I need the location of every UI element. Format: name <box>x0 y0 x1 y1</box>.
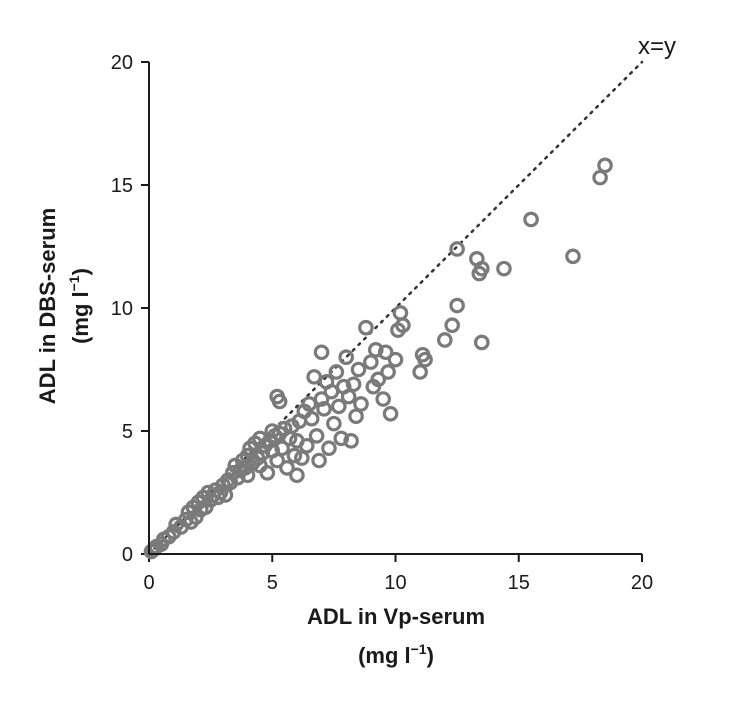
y-tick-label: 10 <box>111 298 133 320</box>
data-point <box>412 364 428 380</box>
data-point <box>279 460 295 476</box>
data-point <box>313 344 330 361</box>
data-point <box>449 297 465 314</box>
data-point <box>565 248 581 265</box>
data-point <box>375 391 391 407</box>
x-tick-label: 10 <box>384 572 406 594</box>
y-axis-title: ADL in DBS-serum <box>35 208 60 404</box>
data-point <box>313 391 330 407</box>
data-point <box>303 410 320 427</box>
data-point <box>294 450 310 466</box>
data-point <box>392 305 409 321</box>
x-axis-unit-exponent: −1 <box>411 641 427 657</box>
data-point <box>326 415 342 432</box>
y-tick-label: 20 <box>111 52 133 74</box>
y-axis-unit: (mg l−1) <box>66 268 93 344</box>
data-point <box>271 393 288 410</box>
data-point <box>217 487 234 503</box>
data-point <box>449 241 465 257</box>
data-point <box>343 433 359 449</box>
data-point <box>323 383 340 400</box>
data-point <box>523 211 539 228</box>
data-point <box>254 445 271 461</box>
data-point <box>436 332 453 348</box>
points-layer <box>143 157 613 560</box>
y-tick-label: 15 <box>111 175 133 197</box>
data-point <box>358 319 374 336</box>
data-point <box>387 351 404 368</box>
data-point <box>370 371 387 388</box>
data-point <box>333 430 350 447</box>
data-point <box>592 169 608 186</box>
y-axis-unit-open: (mg l <box>68 291 93 344</box>
data-point <box>321 440 337 457</box>
data-point <box>338 349 354 365</box>
data-point <box>363 354 379 370</box>
data-point <box>289 467 305 484</box>
data-point <box>345 376 362 393</box>
x-tick-label: 0 <box>143 572 154 594</box>
data-point <box>377 344 394 361</box>
ticks-layer: 0 5 10 15 20 0 5 10 15 20 <box>111 52 653 594</box>
data-point <box>473 260 490 277</box>
x-axis-unit: (mg l−1) <box>358 641 434 668</box>
data-point <box>311 452 327 469</box>
x-tick-label: 20 <box>631 572 653 594</box>
data-point <box>496 260 512 277</box>
data-point <box>274 440 290 457</box>
x-tick-label: 15 <box>508 572 530 594</box>
data-point <box>597 157 613 174</box>
data-point <box>473 334 490 351</box>
data-point <box>239 467 256 484</box>
data-point <box>348 408 364 425</box>
data-point <box>331 398 347 415</box>
data-point <box>328 364 345 380</box>
y-axis-unit-close: ) <box>68 268 93 275</box>
data-point <box>259 465 276 481</box>
data-point <box>308 428 325 444</box>
data-point <box>444 317 460 334</box>
data-point <box>380 364 396 380</box>
data-point <box>269 452 285 469</box>
x-axis-unit-open: (mg l <box>358 643 411 668</box>
data-point <box>301 396 318 412</box>
data-point <box>417 351 433 368</box>
data-point <box>286 447 303 464</box>
data-point <box>340 388 357 405</box>
data-point <box>306 369 322 385</box>
x-axis-unit-close: ) <box>427 643 434 668</box>
x-axis-title: ADL in Vp-serum <box>307 604 485 629</box>
y-axis-unit-exponent: −1 <box>66 275 82 291</box>
data-point <box>350 361 367 378</box>
y-tick-label: 5 <box>122 421 133 443</box>
data-point <box>229 469 246 486</box>
data-point <box>367 342 384 358</box>
identity-line-label: x=y <box>638 33 676 60</box>
data-point <box>382 405 399 422</box>
y-tick-label: 0 <box>122 544 133 566</box>
data-point <box>353 396 369 412</box>
data-point <box>316 401 332 417</box>
data-point <box>298 437 315 454</box>
x-tick-label: 5 <box>267 572 278 594</box>
data-point <box>395 317 411 334</box>
